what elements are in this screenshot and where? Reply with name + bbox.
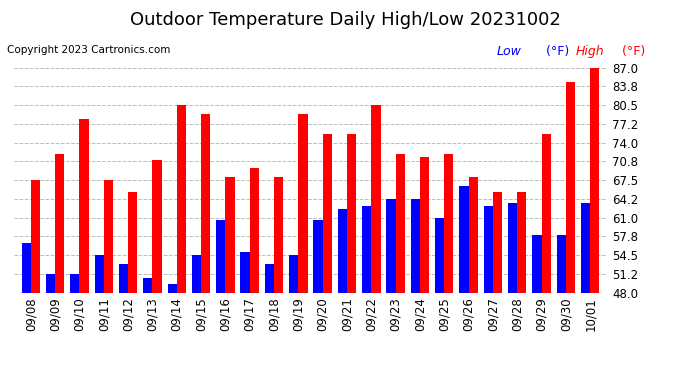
Bar bbox=[435, 217, 444, 292]
Bar bbox=[542, 134, 551, 292]
Bar bbox=[289, 255, 298, 292]
Bar bbox=[119, 264, 128, 292]
Bar bbox=[298, 114, 308, 292]
Text: Copyright 2023 Cartronics.com: Copyright 2023 Cartronics.com bbox=[7, 45, 170, 55]
Bar bbox=[274, 177, 284, 292]
Bar bbox=[226, 177, 235, 292]
Bar bbox=[55, 154, 64, 292]
Bar bbox=[371, 105, 381, 292]
Bar bbox=[128, 192, 137, 292]
Bar bbox=[177, 105, 186, 292]
Bar bbox=[250, 168, 259, 292]
Bar bbox=[31, 180, 40, 292]
Bar bbox=[152, 160, 161, 292]
Text: High: High bbox=[576, 45, 604, 58]
Bar bbox=[201, 114, 210, 292]
Bar bbox=[79, 119, 89, 292]
Bar bbox=[581, 203, 590, 292]
Bar bbox=[21, 243, 31, 292]
Bar bbox=[411, 199, 420, 292]
Bar bbox=[216, 220, 226, 292]
Text: Low: Low bbox=[497, 45, 522, 58]
Bar bbox=[518, 192, 526, 292]
Text: (°F): (°F) bbox=[542, 45, 569, 58]
Bar bbox=[70, 274, 79, 292]
Bar bbox=[46, 274, 55, 292]
Bar bbox=[144, 278, 152, 292]
Bar bbox=[95, 255, 103, 292]
Bar bbox=[557, 235, 566, 292]
Bar bbox=[444, 154, 453, 292]
Bar bbox=[395, 154, 405, 292]
Text: (°F): (°F) bbox=[618, 45, 644, 58]
Bar bbox=[590, 68, 600, 292]
Bar bbox=[532, 235, 542, 292]
Bar bbox=[240, 252, 250, 292]
Bar bbox=[362, 206, 371, 292]
Bar bbox=[265, 264, 274, 292]
Bar bbox=[469, 177, 477, 292]
Bar bbox=[460, 186, 469, 292]
Bar bbox=[347, 134, 356, 292]
Bar bbox=[420, 157, 429, 292]
Bar bbox=[566, 82, 575, 292]
Bar bbox=[508, 203, 518, 292]
Bar bbox=[337, 209, 347, 292]
Bar bbox=[104, 180, 113, 292]
Bar bbox=[484, 206, 493, 292]
Bar bbox=[386, 199, 395, 292]
Bar bbox=[313, 220, 323, 292]
Bar bbox=[323, 134, 332, 292]
Bar bbox=[192, 255, 201, 292]
Bar bbox=[168, 284, 177, 292]
Bar bbox=[493, 192, 502, 292]
Text: Outdoor Temperature Daily High/Low 20231002: Outdoor Temperature Daily High/Low 20231… bbox=[130, 11, 560, 29]
